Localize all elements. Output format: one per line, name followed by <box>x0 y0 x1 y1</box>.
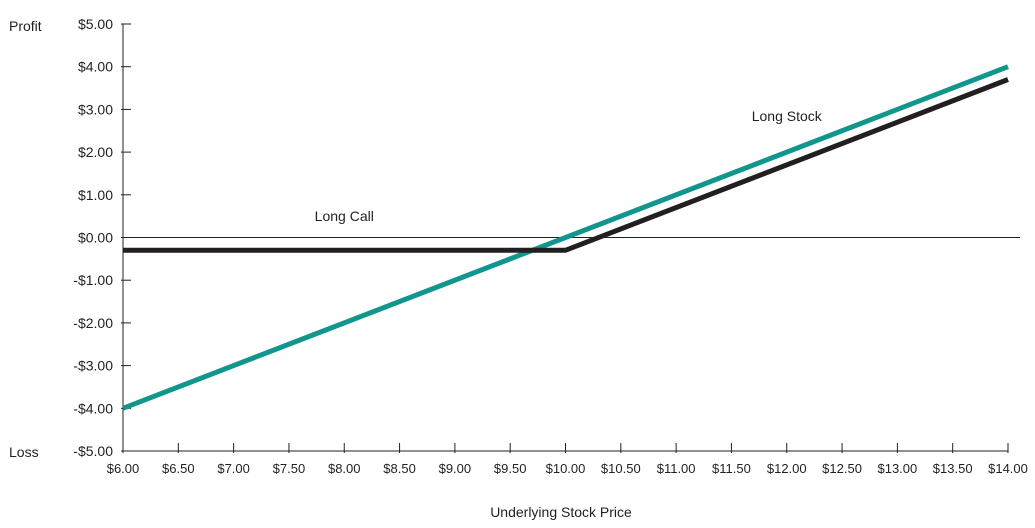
long-call-line <box>123 77 1009 253</box>
y-tick-label: $0.00 <box>78 230 113 246</box>
x-tick-label: $11.50 <box>712 461 751 476</box>
y-tick-label: $5.00 <box>78 16 113 32</box>
axes-layer: $5.00 $4.00 $3.00 $2.00 $1.00 $0.00 -$1.00 -$2.… <box>73 16 1028 476</box>
x-tick-label: $13.50 <box>933 461 973 476</box>
x-tick-label: $12.00 <box>767 461 807 476</box>
y-axis-loss-label: Loss <box>9 444 39 460</box>
x-tick-label: $7.50 <box>273 461 306 476</box>
y-tick-label: -$4.00 <box>73 400 113 416</box>
y-axis-profit-label: Profit <box>9 18 42 34</box>
y-tick-label: $2.00 <box>78 144 113 160</box>
long-call-label: Long Call <box>315 208 374 224</box>
x-tick-label: $8.00 <box>328 461 361 476</box>
y-tick-label: -$2.00 <box>73 315 113 331</box>
x-tick-label: $10.50 <box>601 461 641 476</box>
long-stock-line <box>122 64 1009 411</box>
x-tick-label: $9.00 <box>439 461 472 476</box>
x-tick-label: $6.00 <box>107 461 140 476</box>
y-tick-label: $4.00 <box>78 59 113 75</box>
long-stock-label: Long Stock <box>752 108 823 124</box>
labels-layer: Profit Loss Underlying Stock Price Long … <box>9 18 823 520</box>
x-tick-label: $13.00 <box>877 461 917 476</box>
x-tick-label: $8.50 <box>383 461 416 476</box>
x-tick-label: $10.00 <box>546 461 586 476</box>
x-tick-label: $11.00 <box>657 461 696 476</box>
y-tick-label: -$3.00 <box>73 358 113 374</box>
x-axis-title: Underlying Stock Price <box>490 504 632 520</box>
y-tick-label: $1.00 <box>78 187 113 203</box>
x-tick-label: $12.50 <box>822 461 862 476</box>
x-tick-label: $7.00 <box>217 461 250 476</box>
y-tick-label: -$5.00 <box>73 443 113 459</box>
x-tick-label: $6.50 <box>162 461 195 476</box>
y-tick-label: -$1.00 <box>73 272 113 288</box>
x-tick-label: $9.50 <box>494 461 527 476</box>
series-layer <box>122 64 1009 411</box>
y-tick-label: $3.00 <box>78 101 113 117</box>
x-tick-label: $14.00 <box>988 461 1028 476</box>
